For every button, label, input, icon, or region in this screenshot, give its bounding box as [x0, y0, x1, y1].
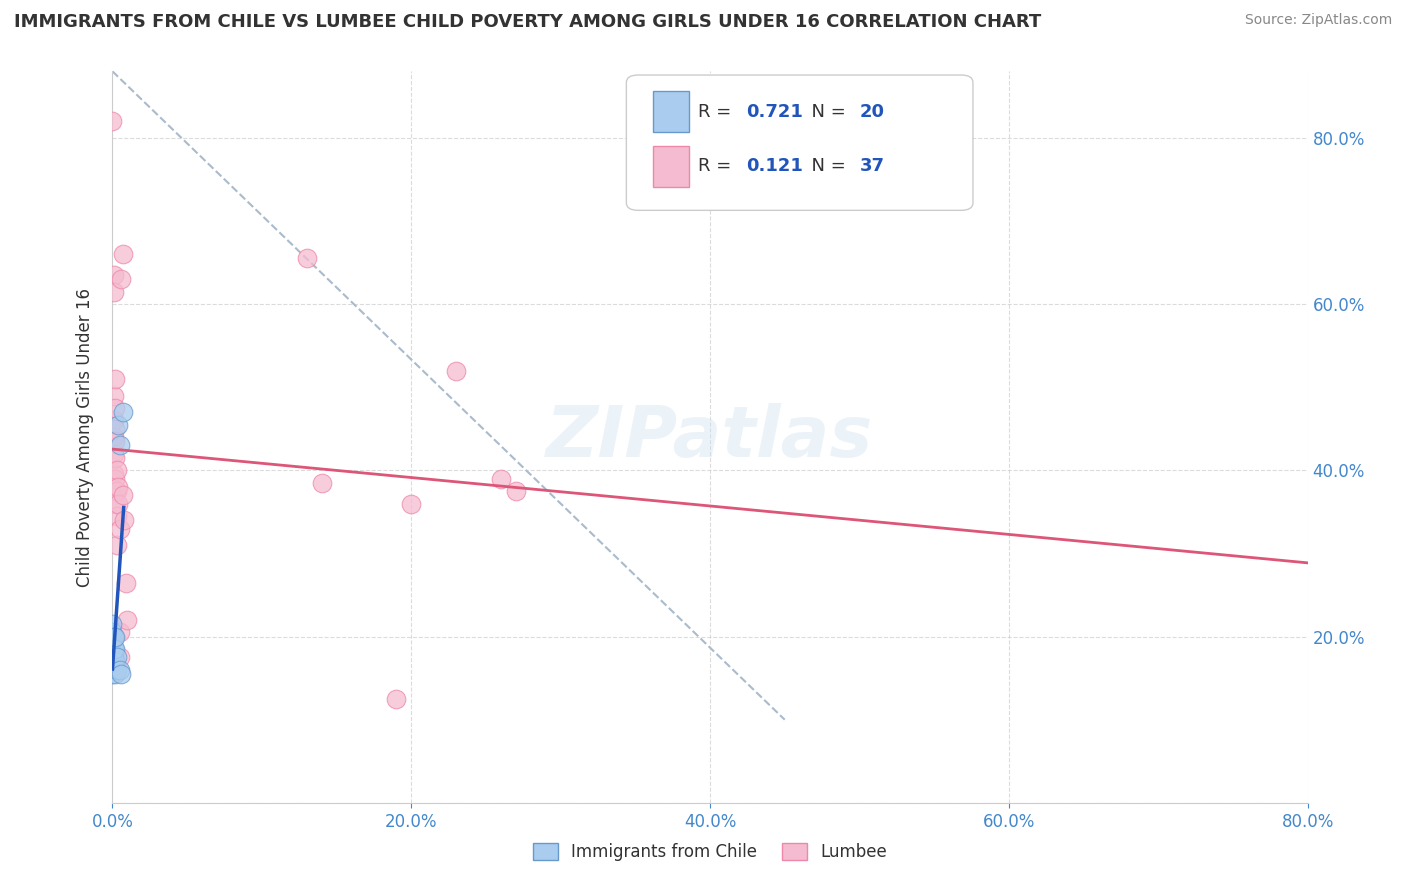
- Point: [101, 667, 124, 681]
- Point: [103, 630, 125, 644]
- Point: [104, 655, 127, 669]
- Point: [103, 467, 125, 482]
- Point: [104, 372, 127, 386]
- Point: [104, 450, 127, 465]
- Point: [111, 405, 134, 419]
- Point: [104, 667, 127, 681]
- Point: [101, 625, 124, 640]
- Point: [103, 642, 125, 657]
- Point: [107, 417, 129, 432]
- Text: 0.721: 0.721: [747, 103, 803, 120]
- Point: [311, 475, 333, 490]
- Point: [108, 521, 131, 535]
- Point: [444, 363, 467, 377]
- Point: [107, 497, 129, 511]
- Point: [104, 422, 127, 436]
- Point: [104, 497, 127, 511]
- Point: [115, 575, 138, 590]
- Text: R =: R =: [699, 103, 737, 120]
- Text: IMMIGRANTS FROM CHILE VS LUMBEE CHILD POVERTY AMONG GIRLS UNDER 16 CORRELATION C: IMMIGRANTS FROM CHILE VS LUMBEE CHILD PO…: [14, 13, 1042, 31]
- Point: [108, 438, 131, 452]
- Point: [295, 252, 318, 266]
- Point: [111, 247, 134, 261]
- Text: 37: 37: [859, 158, 884, 176]
- Point: [103, 650, 125, 665]
- Point: [104, 630, 127, 644]
- Point: [401, 497, 423, 511]
- Point: [105, 538, 128, 552]
- Y-axis label: Child Poverty Among Girls Under 16: Child Poverty Among Girls Under 16: [76, 287, 94, 587]
- Point: [105, 663, 128, 677]
- Point: [489, 472, 512, 486]
- Point: [101, 633, 124, 648]
- Point: [103, 268, 125, 282]
- Point: [505, 484, 527, 499]
- Point: [105, 463, 128, 477]
- Point: [103, 447, 125, 461]
- Point: [105, 509, 128, 524]
- Point: [110, 667, 132, 681]
- Point: [103, 285, 125, 299]
- Text: 20: 20: [859, 103, 884, 120]
- Point: [385, 692, 408, 706]
- Point: [104, 401, 127, 415]
- Text: ZIPatlas: ZIPatlas: [547, 402, 873, 472]
- Text: Source: ZipAtlas.com: Source: ZipAtlas.com: [1244, 13, 1392, 28]
- Point: [104, 434, 127, 449]
- Legend: Immigrants from Chile, Lumbee: Immigrants from Chile, Lumbee: [526, 836, 894, 868]
- Point: [114, 513, 135, 527]
- Text: N =: N =: [800, 158, 851, 176]
- Text: N =: N =: [800, 103, 851, 120]
- FancyBboxPatch shape: [652, 146, 689, 186]
- Point: [104, 642, 127, 657]
- Point: [111, 488, 134, 502]
- Point: [101, 114, 124, 128]
- Text: R =: R =: [699, 158, 737, 176]
- Point: [105, 650, 128, 665]
- Point: [103, 388, 125, 402]
- Point: [108, 650, 131, 665]
- FancyBboxPatch shape: [652, 92, 689, 132]
- Point: [103, 658, 125, 673]
- Point: [107, 480, 129, 494]
- Point: [103, 430, 125, 444]
- Point: [103, 413, 125, 427]
- Point: [101, 650, 124, 665]
- Point: [105, 484, 128, 499]
- Point: [108, 625, 131, 640]
- FancyBboxPatch shape: [627, 75, 973, 211]
- Point: [104, 472, 127, 486]
- Point: [108, 663, 131, 677]
- Point: [117, 613, 139, 627]
- Text: 0.121: 0.121: [747, 158, 803, 176]
- Point: [101, 617, 124, 632]
- Point: [110, 272, 132, 286]
